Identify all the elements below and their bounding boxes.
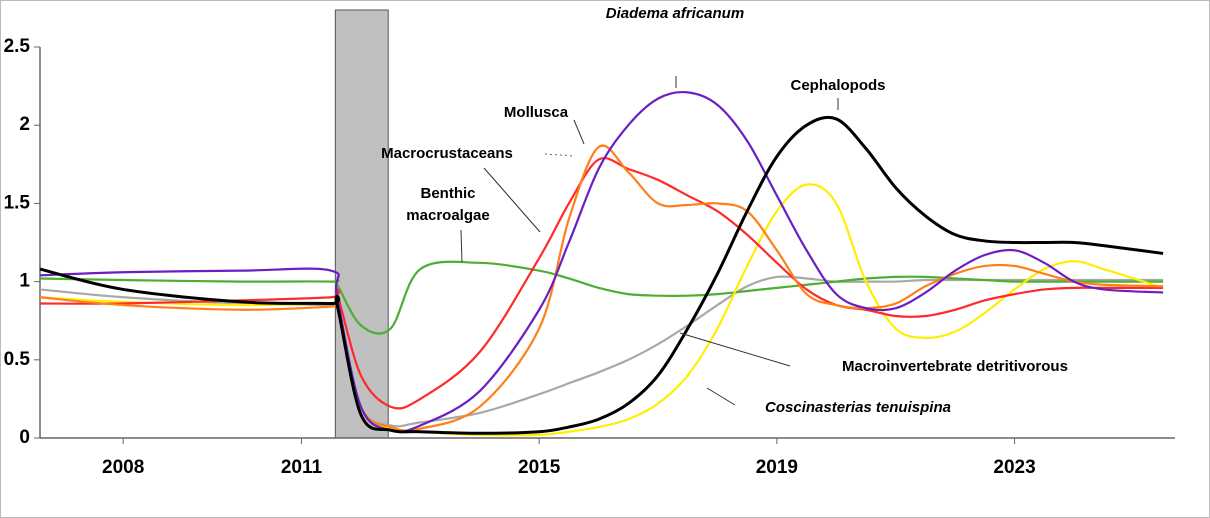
series-line: [39, 260, 1164, 335]
y-tick-label: 1: [19, 271, 30, 292]
x-tick-label: 2008: [102, 457, 144, 478]
series-label: Benthic macroalgae: [406, 185, 490, 224]
x-tick-label: 2019: [756, 457, 798, 478]
leader-line: [706, 387, 736, 406]
series-label: Coscinasterias tenuispina: [765, 399, 951, 416]
x-tick-label: 2023: [993, 457, 1035, 478]
series-label: Macrocrustaceans: [381, 145, 513, 162]
series-line: [39, 157, 1164, 410]
series-line: [39, 115, 1164, 435]
shaded-period: [334, 9, 389, 439]
y-tick-label: 0: [19, 427, 30, 448]
series-line: [39, 91, 1164, 433]
x-tick-label: 2015: [518, 457, 561, 478]
leader-line: [573, 119, 585, 145]
series-label: Mollusca: [504, 104, 569, 121]
y-tick-label: 2: [19, 114, 30, 135]
y-tick-label: 2.5: [4, 36, 31, 57]
y-tick-label: 0.5: [4, 349, 31, 370]
series-label: Macroinvertebrate detritivorous: [842, 358, 1068, 375]
leader-line: [679, 332, 791, 367]
series-label: Cephalopods: [790, 77, 885, 94]
leader-line: [544, 153, 575, 157]
leader-line: [483, 167, 541, 233]
series-label: Diadema africanum: [606, 5, 744, 22]
x-tick-label: 2011: [281, 457, 323, 478]
y-tick-label: 1.5: [4, 192, 31, 213]
leader-line: [460, 229, 463, 263]
